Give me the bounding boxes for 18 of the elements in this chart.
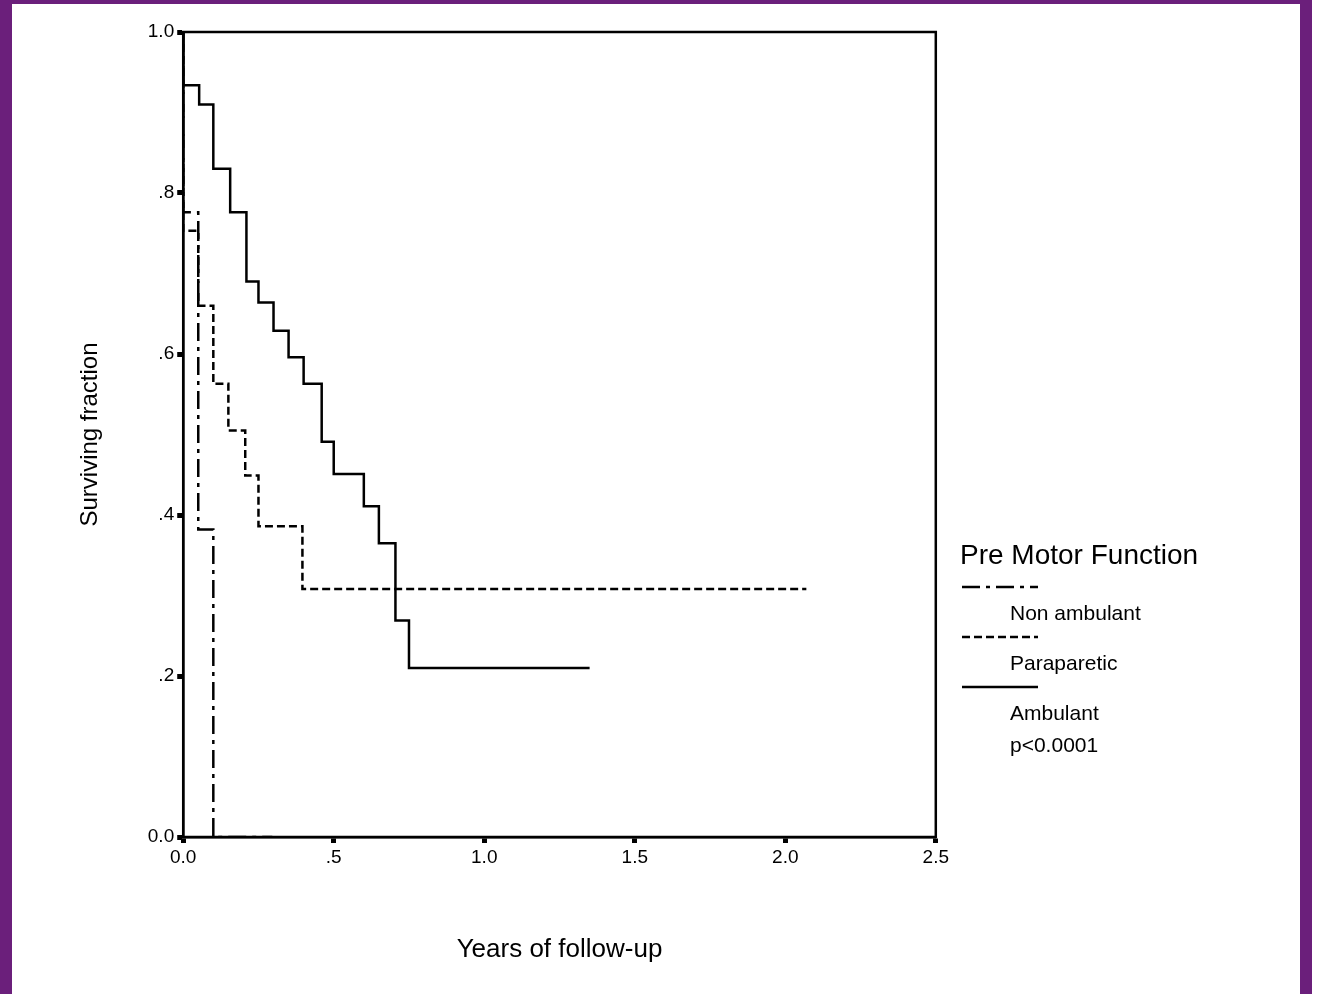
y-tick-label: 1.0 (147, 20, 175, 42)
legend-label: Ambulant (1010, 701, 1100, 725)
x-tick-label: 1.0 (471, 845, 498, 867)
y-tick-label: .2 (158, 664, 175, 686)
x-axis-title: Years of follow-up (456, 932, 663, 963)
x-tick-label: .5 (325, 845, 342, 867)
text: p<0.0001 (1010, 733, 1100, 757)
y-tick-label: .8 (158, 181, 175, 203)
x-tick-label: 2.0 (772, 845, 799, 867)
legend-label: Paraparetic (1010, 651, 1119, 675)
x-tick-label: 2.5 (922, 845, 949, 867)
legend-label: Non ambulant (1010, 601, 1142, 625)
y-tick-label: 0.0 (147, 825, 175, 847)
y-tick-label: .4 (158, 503, 175, 525)
y-tick-label: .6 (158, 342, 175, 364)
x-tick-label: 1.5 (621, 845, 648, 867)
y-axis-title: Surviving fraction (75, 342, 103, 527)
legend-title: Pre Motor Function (960, 539, 1199, 571)
